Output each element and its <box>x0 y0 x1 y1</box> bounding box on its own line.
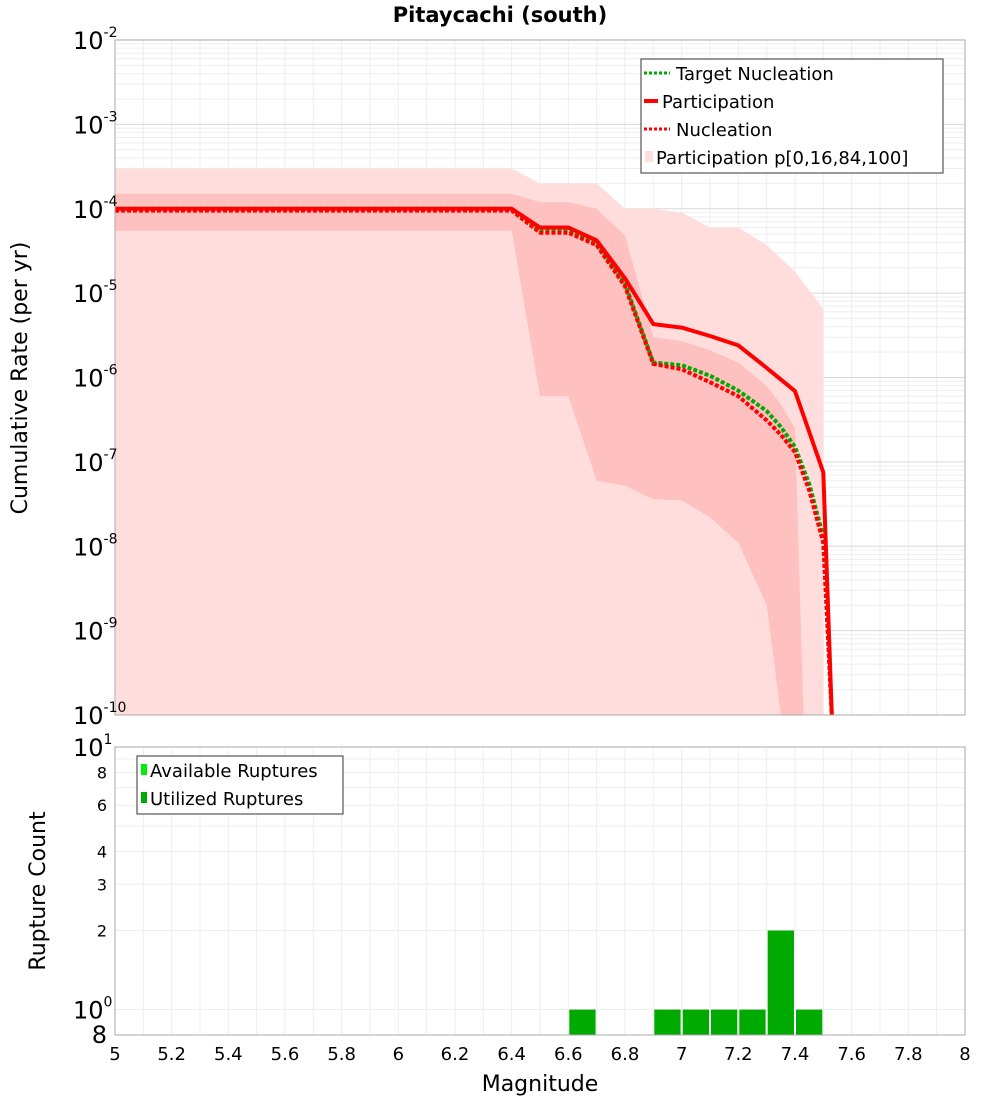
x-tick-label: 5.2 <box>157 1044 186 1065</box>
legend-label-participation: Participation <box>662 92 774 113</box>
legend-swatch-utilized <box>141 792 147 803</box>
series-line-participation <box>115 206 834 716</box>
bottom-y-axis-label: Rupture Count <box>26 811 51 971</box>
top-y-tick-label: 10-6 <box>73 363 118 393</box>
series-line-nucleation <box>115 208 834 716</box>
rupture-bars <box>569 930 823 1035</box>
top-y-tick-label: 10-7 <box>73 447 118 477</box>
x-tick-label: 6.4 <box>497 1044 526 1065</box>
x-tick-label: 6.8 <box>611 1044 640 1065</box>
rupture-bar <box>767 930 794 1035</box>
x-tick-label: 7.4 <box>781 1044 810 1065</box>
bottom-y-tick-label: 101 <box>73 732 112 762</box>
band-inner-p16-p84 <box>115 193 804 715</box>
x-tick-label: 5.6 <box>271 1044 300 1065</box>
bottom-y-minor-tick-label: 8 <box>97 763 107 782</box>
legend-top-box <box>640 58 944 174</box>
bottom-y-minor-tick-label: 4 <box>97 842 107 861</box>
rupture-bar <box>569 1009 596 1035</box>
legend-swatch-participation-band <box>645 151 653 162</box>
legend-label-available: Available Ruptures <box>150 761 318 782</box>
series-lines <box>115 206 834 716</box>
chart-title: Pitaycachi (south) <box>393 3 607 27</box>
x-tick-label: 5.8 <box>327 1044 356 1065</box>
rupture-bar <box>654 1009 681 1035</box>
top-y-axis-label: Cumulative Rate (per yr) <box>8 242 33 515</box>
rupture-bar <box>796 1009 823 1035</box>
legend-label-utilized: Utilized Ruptures <box>150 789 303 810</box>
x-ticks: 5 5.2 5.4 5.6 5.8 6 6.2 6.4 6.6 6.8 7 7.2 7.4 7.6 7.8 8 <box>109 1044 970 1065</box>
x-tick-label: 8 <box>959 1044 970 1065</box>
legend-top: Target Nucleation Participation Nucleati… <box>640 58 944 174</box>
band-outer-p0-p100 <box>115 168 824 715</box>
x-tick-label: 7 <box>676 1044 687 1065</box>
legend-label-target-nucleation: Target Nucleation <box>675 64 834 85</box>
legend-swatch-available <box>141 764 147 775</box>
legend-label-participation-band: Participation p[0,16,84,100] <box>656 148 908 169</box>
legend-bottom-box <box>136 755 344 815</box>
top-y-tick-label: 10-3 <box>73 109 118 139</box>
rupture-bar <box>711 1009 738 1035</box>
top-y-ticks: 10-2 10-3 10-4 10-5 10-6 10-7 10-8 10-9 10-10 <box>73 25 126 730</box>
top-plot-frame <box>114 39 966 716</box>
legend-label-nucleation: Nucleation <box>676 120 772 141</box>
x-tick-label: 5 <box>109 1044 120 1065</box>
x-tick-label: 6 <box>393 1044 404 1065</box>
x-tick-label: 5.4 <box>214 1044 243 1065</box>
x-tick-label: 7.6 <box>837 1044 866 1065</box>
top-y-tick-label: 10-4 <box>73 194 118 224</box>
bottom-y-minor-tick-label: 2 <box>97 922 107 941</box>
rupture-bar <box>682 1009 709 1035</box>
top-y-tick-label: 10-8 <box>73 531 118 561</box>
x-axis-label: Magnitude <box>482 1072 599 1097</box>
top-y-tick-label: 10-10 <box>73 700 126 730</box>
x-tick-label: 7.2 <box>724 1044 753 1065</box>
legend-bottom: Available Ruptures Utilized Ruptures <box>136 755 344 815</box>
bottom-y-tick-label: 100 <box>73 995 112 1025</box>
bottom-y-min-tick-label: 8 <box>92 1021 107 1049</box>
bottom-y-minor-tick-label: 3 <box>97 875 107 894</box>
x-tick-label: 6.2 <box>441 1044 470 1065</box>
top-y-tick-label: 10-2 <box>73 25 118 55</box>
top-y-tick-label: 10-5 <box>73 278 118 308</box>
top-y-tick-label: 10-9 <box>73 616 118 646</box>
participation-band <box>115 168 824 715</box>
top-panel: 10-2 10-3 10-4 10-5 10-6 10-7 10-8 10-9 10-10 Cu… <box>8 25 966 730</box>
rupture-bar <box>739 1009 766 1035</box>
x-tick-label: 7.8 <box>894 1044 923 1065</box>
x-tick-label: 6.6 <box>554 1044 583 1065</box>
bottom-plot-frame <box>114 746 966 1036</box>
bottom-y-minor-tick-label: 6 <box>97 796 107 815</box>
